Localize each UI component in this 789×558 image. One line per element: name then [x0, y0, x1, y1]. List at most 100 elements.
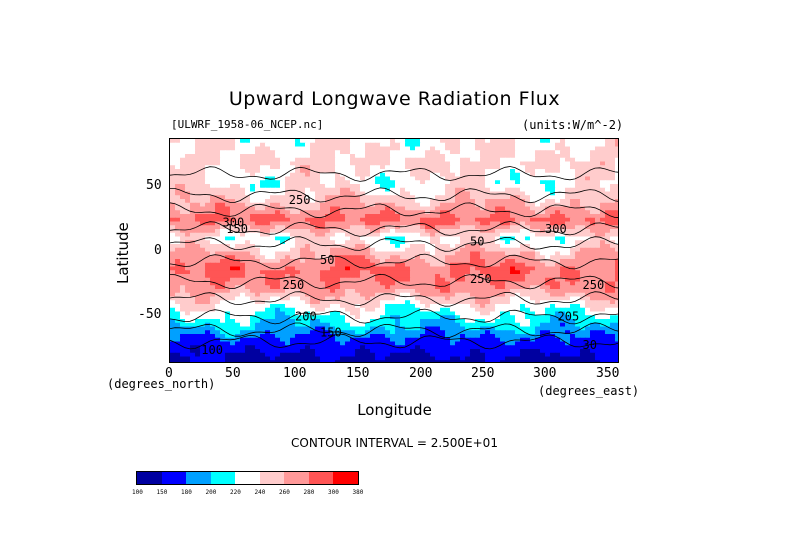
heatmap-cell	[470, 247, 476, 253]
heatmap-cell	[325, 142, 331, 148]
heatmap-cell	[315, 142, 321, 148]
heatmap-cell	[485, 311, 491, 316]
heatmap-cell	[255, 274, 261, 279]
heatmap-cell	[285, 334, 291, 339]
heatmap-cell	[260, 255, 266, 260]
heatmap-cell	[230, 296, 236, 301]
heatmap-cell	[285, 326, 291, 331]
heatmap-cell	[360, 191, 366, 196]
heatmap-cell	[215, 169, 221, 174]
heatmap-cell	[540, 146, 546, 151]
heatmap-cell	[460, 259, 466, 264]
heatmap-cell	[530, 176, 536, 181]
heatmap-cell	[315, 210, 321, 215]
heatmap-cell	[305, 184, 311, 189]
heatmap-cell	[320, 214, 326, 219]
heatmap-cell	[260, 285, 266, 290]
heatmap-cell	[255, 206, 261, 211]
heatmap-cell	[335, 251, 341, 256]
heatmap-cell	[485, 146, 491, 151]
heatmap-cell	[595, 262, 601, 268]
heatmap-cell	[210, 150, 216, 155]
heatmap-cell	[220, 285, 226, 290]
heatmap-cell	[495, 266, 501, 271]
heatmap-cell	[440, 337, 446, 343]
heatmap-cell	[290, 315, 296, 320]
heatmap-cell	[500, 300, 506, 305]
heatmap-cell	[555, 292, 561, 298]
heatmap-cell	[340, 184, 346, 189]
heatmap-cell	[275, 315, 281, 320]
heatmap-cell	[510, 202, 516, 208]
heatmap-cell	[220, 266, 226, 271]
heatmap-cell	[360, 334, 366, 339]
heatmap-cell	[615, 154, 618, 159]
heatmap-cell	[515, 251, 521, 256]
heatmap-cell	[520, 244, 526, 249]
heatmap-cell	[480, 176, 486, 181]
heatmap-cell	[590, 195, 596, 200]
heatmap-cell	[215, 274, 221, 279]
heatmap-cell	[175, 300, 181, 305]
heatmap-cell	[420, 292, 426, 298]
heatmap-cell	[565, 274, 571, 279]
heatmap-cell	[475, 296, 481, 301]
heatmap-cell	[610, 191, 616, 196]
heatmap-cell	[320, 202, 326, 208]
heatmap-cell	[475, 146, 481, 151]
heatmap-cell	[420, 165, 426, 170]
heatmap-cell	[555, 176, 561, 181]
heatmap-cell	[585, 191, 591, 196]
heatmap-cell	[200, 300, 206, 305]
heatmap-cell	[185, 330, 191, 335]
heatmap-cell	[500, 326, 506, 331]
heatmap-cell	[260, 214, 266, 219]
heatmap-cell	[550, 315, 556, 320]
heatmap-cell	[245, 292, 251, 298]
heatmap-cell	[195, 281, 201, 286]
heatmap-cell	[250, 262, 256, 268]
heatmap-cell	[355, 281, 361, 286]
heatmap-cell	[395, 240, 401, 245]
heatmap-cell	[230, 247, 236, 253]
heatmap-cell	[265, 296, 271, 301]
heatmap-cell	[560, 266, 566, 271]
heatmap-cell	[615, 150, 618, 155]
heatmap-cell	[225, 259, 231, 264]
heatmap-cell	[280, 236, 286, 241]
heatmap-cell	[190, 274, 196, 279]
heatmap-cell	[225, 281, 231, 286]
heatmap-cell	[575, 206, 581, 211]
heatmap-cell	[335, 345, 341, 350]
heatmap-cell	[310, 345, 316, 350]
heatmap-cell	[480, 337, 486, 343]
heatmap-cell	[225, 199, 231, 204]
heatmap-cell	[475, 262, 481, 268]
heatmap-cell	[550, 232, 556, 238]
heatmap-cell	[485, 210, 491, 215]
heatmap-cell	[445, 326, 451, 331]
heatmap-cell	[395, 150, 401, 155]
heatmap-cell	[330, 274, 336, 279]
heatmap-cell	[250, 266, 256, 271]
heatmap-cell	[350, 266, 356, 271]
heatmap-cell	[170, 251, 176, 256]
heatmap-cell	[590, 266, 596, 271]
heatmap-cell	[460, 172, 466, 178]
heatmap-cell	[215, 300, 221, 305]
heatmap-cell	[605, 292, 611, 298]
heatmap-cell	[285, 139, 291, 144]
heatmap-cell	[270, 274, 276, 279]
heatmap-cell	[505, 221, 511, 226]
heatmap-cell	[490, 221, 496, 226]
heatmap-cell	[595, 292, 601, 298]
heatmap-cell	[275, 289, 281, 294]
heatmap-cell	[440, 139, 446, 144]
heatmap-cell	[615, 251, 618, 256]
heatmap-cell	[260, 345, 266, 350]
heatmap-cell	[280, 247, 286, 253]
heatmap-cell	[430, 319, 436, 324]
heatmap-cell	[490, 315, 496, 320]
heatmap-cell	[395, 285, 401, 290]
heatmap-cell	[550, 187, 556, 193]
